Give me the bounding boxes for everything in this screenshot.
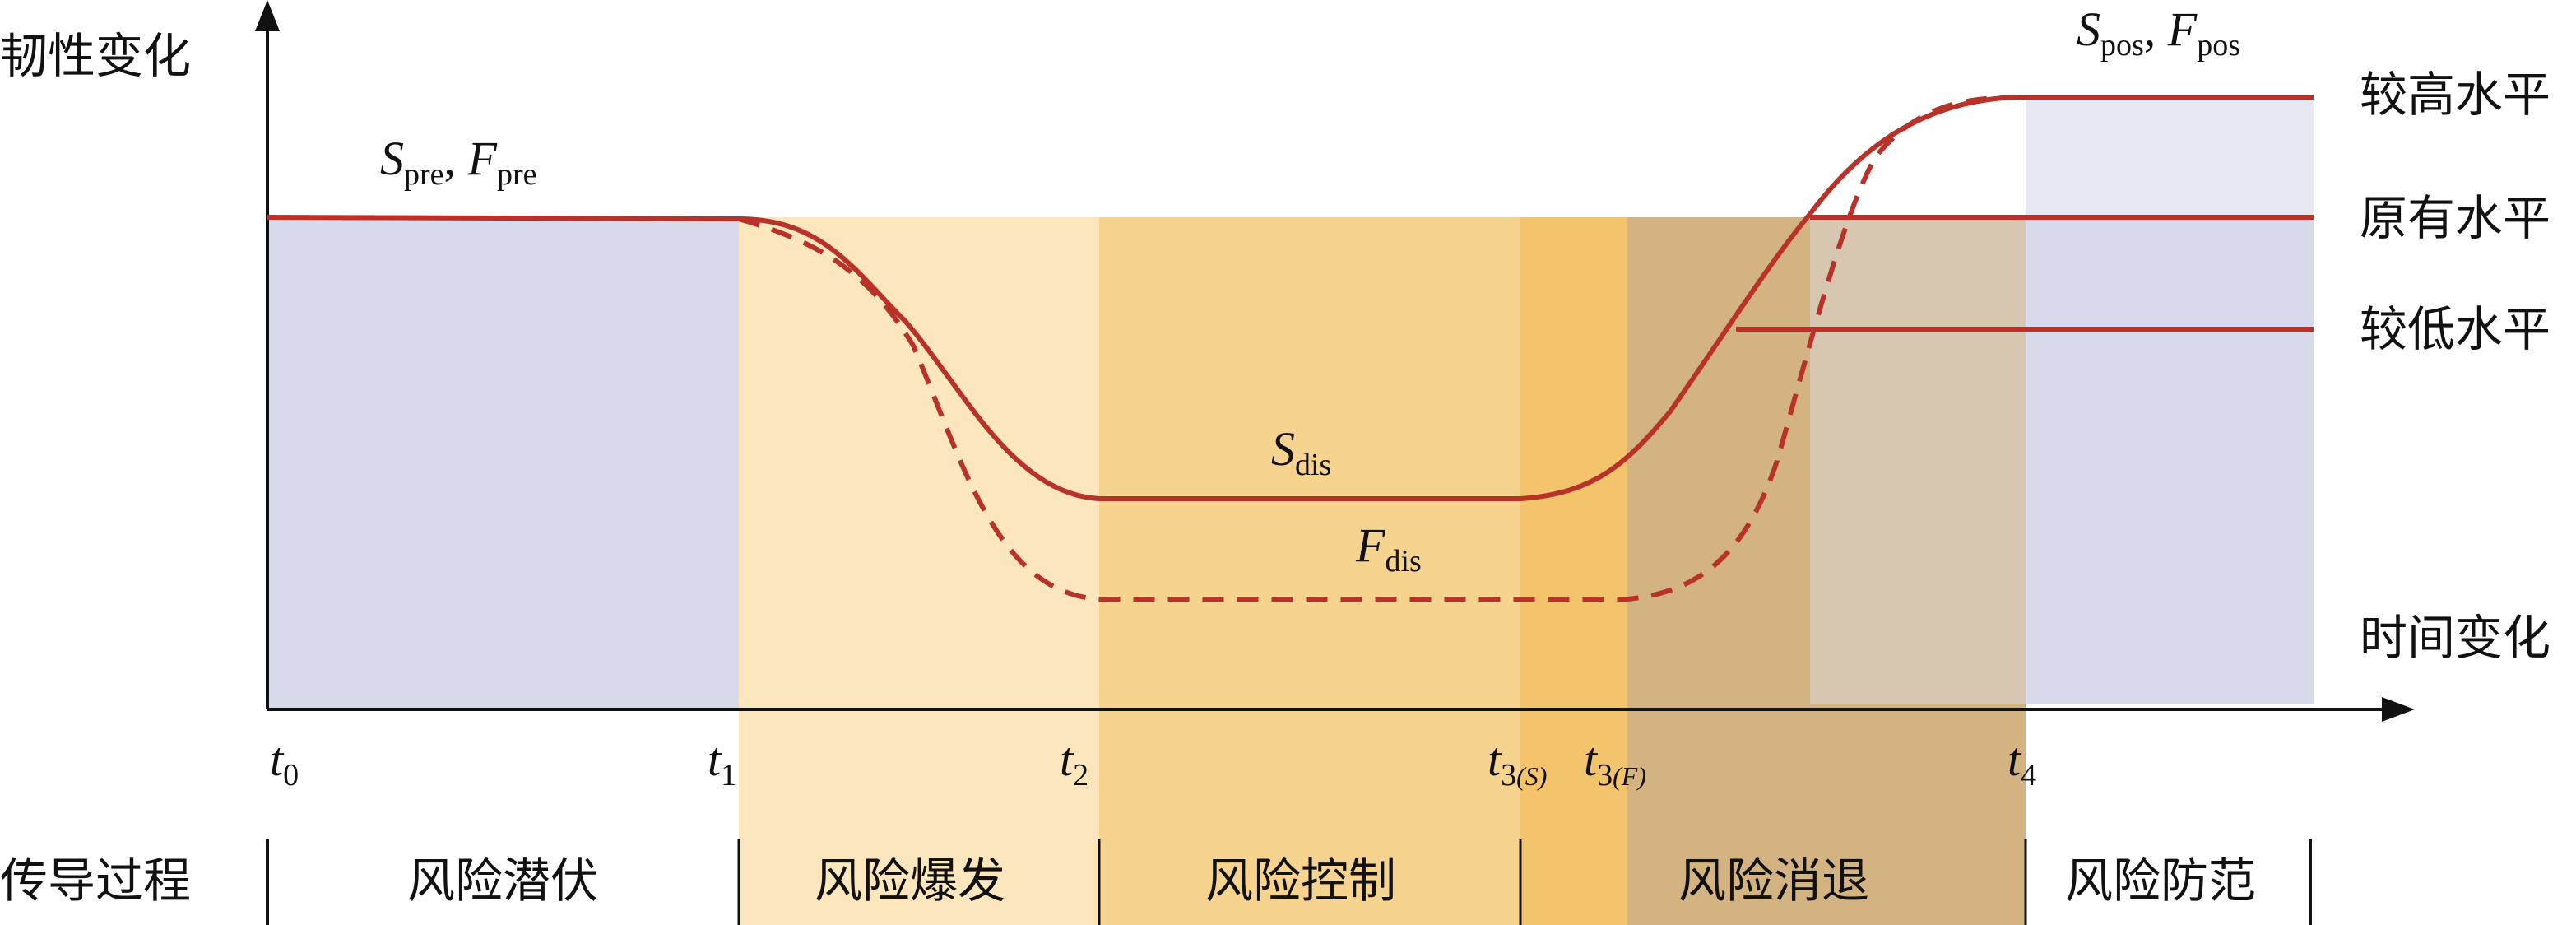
x-axis-arrow — [2382, 697, 2415, 722]
level-label-low: 较低水平 — [2360, 301, 2550, 357]
tick-t1: t1 — [708, 732, 736, 793]
zone-latent — [267, 217, 739, 708]
phase-control: 风险控制 — [1205, 853, 1396, 909]
f-curve — [738, 95, 2026, 602]
tick-t0: t0 — [270, 732, 299, 793]
zone-prevent-top — [2026, 97, 2314, 217]
tick-t3f: t3(F) — [1584, 732, 1646, 793]
label-s-dis: Sdis — [1271, 422, 1331, 482]
label-f-dis: Fdis — [1355, 518, 1422, 579]
label-pre: Spre, Fpre — [380, 132, 537, 192]
y-axis-label: 韧性变化 — [0, 28, 191, 84]
phase-outbreak: 风险爆发 — [815, 853, 1005, 909]
zone-control — [1099, 217, 1520, 925]
zone-t3 — [1520, 217, 1627, 925]
y-axis-arrow — [255, 0, 280, 31]
s-curve — [267, 95, 2026, 501]
phase-prevent: 风险防范 — [2065, 853, 2256, 909]
tick-t2: t2 — [1060, 732, 1088, 793]
label-pos: Spos, Fpos — [2077, 2, 2240, 63]
x-axis-label: 时间变化 — [2360, 610, 2550, 666]
zone-prevent — [2026, 217, 2314, 704]
zone-outbreak — [739, 217, 1099, 925]
phase-row-label: 传导过程 — [0, 853, 191, 909]
zone-recede-light — [1810, 217, 2026, 704]
phase-recede: 风险消退 — [1678, 853, 1869, 909]
phase-latent: 风险潜伏 — [407, 853, 598, 909]
level-label-original: 原有水平 — [2360, 190, 2550, 246]
level-label-high: 较高水平 — [2360, 67, 2550, 123]
tick-t3s: t3(S) — [1488, 732, 1547, 793]
tick-t4: t4 — [2007, 732, 2036, 793]
